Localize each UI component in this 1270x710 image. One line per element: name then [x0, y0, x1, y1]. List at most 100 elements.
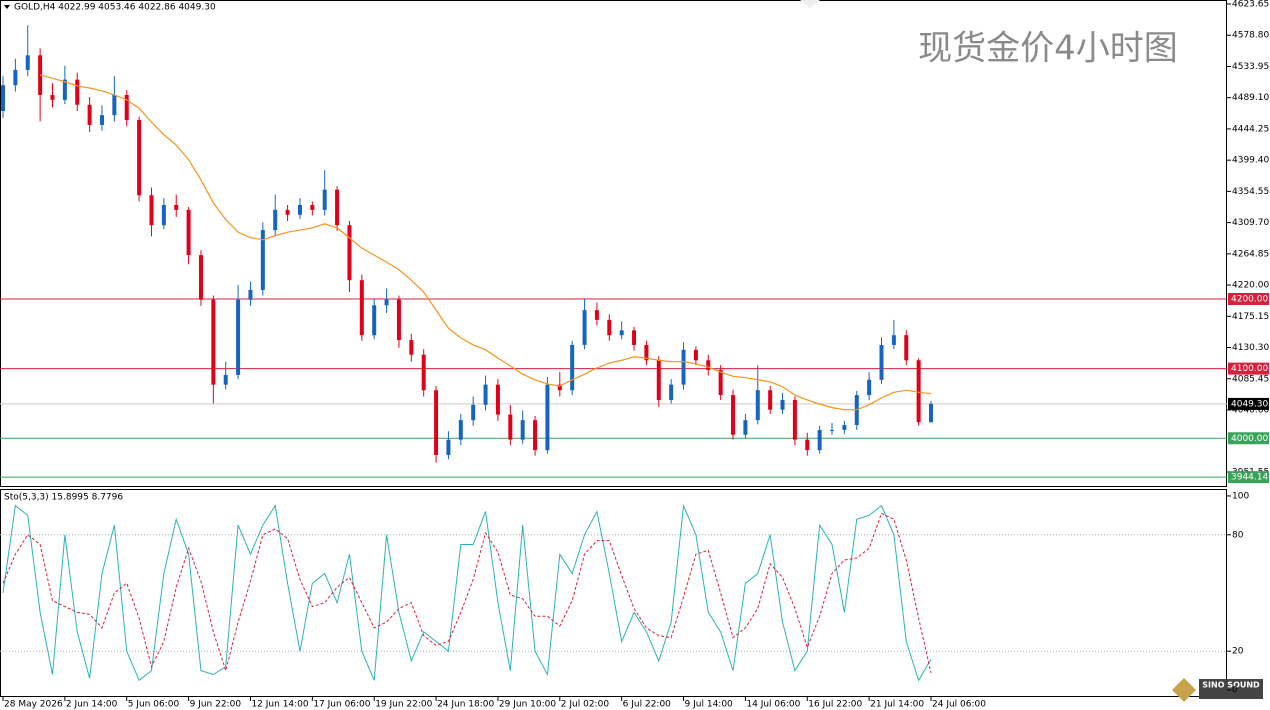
candle-body: [929, 403, 933, 423]
candle-body: [743, 420, 748, 435]
y-tick-label: 4399.40: [1232, 156, 1269, 166]
candle-body: [520, 420, 525, 440]
x-tick-label: 2 Jun 14:00: [66, 700, 118, 710]
y-tick-label: 4354.55: [1232, 187, 1269, 197]
candle-body: [706, 360, 711, 371]
menu-arrow[interactable]: [4, 5, 10, 9]
candle-body: [335, 189, 340, 226]
candle-body: [384, 299, 389, 306]
candle-body: [211, 299, 216, 385]
candle-body: [792, 399, 797, 440]
candle-body: [198, 255, 203, 300]
candle-body: [112, 94, 117, 116]
candle-body: [471, 404, 476, 421]
candle-body: [483, 384, 488, 405]
candle-body: [260, 230, 265, 290]
candle-body: [768, 390, 773, 410]
y-tick-label: 4489.10: [1232, 93, 1269, 103]
candle-body: [62, 79, 67, 100]
y-tick-label: 0: [1232, 686, 1238, 696]
candle-body: [409, 340, 414, 355]
stoch-line: [2, 512, 932, 674]
candle-body: [248, 289, 253, 300]
y-tick-label: 4040.60: [1232, 405, 1269, 415]
y-tick-label: 100: [1232, 491, 1249, 501]
x-tick-label: 24 Jun 18:00: [437, 700, 494, 710]
x-tick-label: 28 May 2026: [4, 700, 63, 710]
x-tick-label: 24 Jul 06:00: [932, 700, 986, 710]
candle-body: [904, 335, 909, 361]
candle-body: [916, 360, 921, 423]
candle-body: [582, 310, 587, 345]
stoch-line: [2, 503, 932, 682]
x-tick-label: 16 Jul 22:00: [808, 700, 862, 710]
candle-body: [359, 280, 364, 336]
candle-body: [372, 305, 377, 336]
candle-body: [186, 209, 191, 256]
candle-body: [87, 104, 92, 125]
candle-body: [174, 204, 179, 210]
candle-body: [396, 299, 401, 341]
logo-box: [1199, 679, 1263, 699]
last-price-label: 4049.30: [1231, 399, 1268, 409]
candle-body: [731, 395, 736, 435]
x-tick-label: 9 Jul 14:00: [685, 700, 734, 710]
y-tick-label: 80: [1232, 530, 1244, 540]
x-tick-label: 19 Jun 22:00: [375, 700, 432, 710]
candle-body: [533, 420, 538, 451]
candle-body: [669, 384, 674, 400]
candle-body: [508, 414, 513, 440]
x-tick-label: 14 Jul 06:00: [746, 700, 800, 710]
candle-body: [285, 209, 290, 215]
candle-body: [879, 344, 884, 380]
candle-body: [495, 384, 500, 415]
candle-body: [347, 225, 352, 281]
x-tick-label: 17 Jun 06:00: [313, 700, 370, 710]
y-tick-label: 4085.45: [1232, 374, 1269, 384]
shift-marker: [800, 0, 820, 8]
candle-body: [718, 370, 723, 396]
level-label: 4200.00: [1231, 294, 1268, 304]
last-price-tag: [1228, 397, 1269, 410]
candle-body: [1, 85, 5, 111]
candle-body: [161, 204, 166, 226]
y-tick-label: 4533.95: [1232, 62, 1269, 72]
candle-body: [421, 354, 426, 391]
logo-icon: [1172, 678, 1196, 702]
candle-body: [656, 360, 661, 400]
level-tag: [1228, 432, 1269, 445]
candle-body: [446, 439, 451, 455]
candle-body: [681, 349, 686, 385]
candle-body: [236, 299, 241, 375]
candle-body: [805, 439, 810, 451]
x-tick-label: 5 Jun 06:00: [128, 700, 180, 710]
watermark-title: 现货金价4小时图: [918, 29, 1178, 69]
candle-body: [322, 189, 327, 210]
candle-body: [557, 384, 562, 391]
level-tag: [1228, 471, 1269, 484]
level-tag: [1228, 362, 1269, 375]
candle-body: [644, 344, 649, 361]
level-label: 4000.00: [1231, 434, 1268, 444]
y-tick-label: 4578.80: [1232, 31, 1269, 41]
logo: SINO SOUND: [1172, 678, 1263, 702]
price-panel-frame: [0, 0, 1227, 487]
indicator-label: Sto(5,3,3) 15.8995 8.7796: [4, 493, 123, 503]
level-label: 4100.00: [1231, 364, 1268, 374]
candle-body: [867, 379, 872, 396]
candle-body: [310, 204, 315, 210]
x-tick-label: 12 Jun 14:00: [251, 700, 308, 710]
candle-body: [891, 335, 896, 345]
candle-body: [223, 374, 228, 385]
moving-average: [39, 74, 932, 411]
candle-body: [594, 310, 599, 320]
candle-body: [137, 120, 142, 196]
candle-body: [780, 399, 785, 410]
y-tick-label: 4220.00: [1232, 281, 1269, 291]
symbol-header: GOLD,H4 4022.99 4053.46 4022.86 4049.30: [14, 3, 216, 13]
x-tick-label: 21 Jul 14:00: [870, 700, 924, 710]
candle-body: [842, 425, 847, 430]
candle-body: [25, 55, 30, 70]
candle-body: [693, 349, 698, 361]
